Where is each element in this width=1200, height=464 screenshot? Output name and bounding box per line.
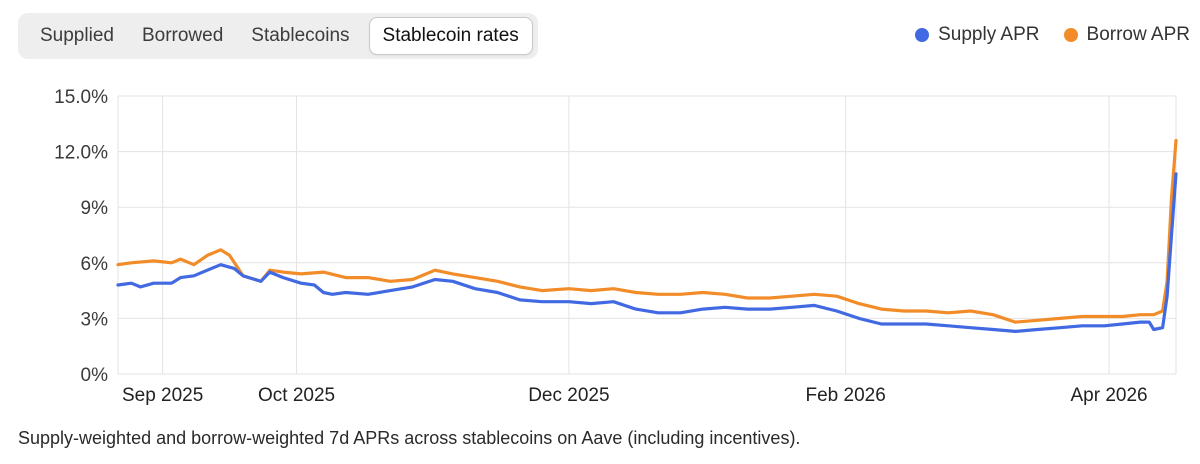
y-tick-label: 6% xyxy=(81,254,109,275)
chart-legend: Supply APR Borrow APR xyxy=(891,24,1190,46)
view-tabs: Supplied Borrowed Stablecoins Stablecoin… xyxy=(18,13,538,59)
tab-borrowed[interactable]: Borrowed xyxy=(141,25,224,46)
series-line-supply-apr xyxy=(116,172,1178,333)
y-tick-label: 12.0% xyxy=(54,143,108,164)
series-line-borrow-apr xyxy=(116,138,1178,324)
chart-caption: Supply-weighted and borrow-weighted 7d A… xyxy=(18,428,801,448)
x-tick-label: Feb 2026 xyxy=(806,385,886,406)
tab-stablecoin-rates[interactable]: Stablecoin rates xyxy=(368,17,533,55)
y-tick-label: 9% xyxy=(81,198,109,219)
y-tick-label: 15.0% xyxy=(54,87,108,108)
line-chart: 15.0% 12.0% 9% 6% 3% 0% Sep 2025 Oct 2025 Dec 20… xyxy=(54,87,1178,406)
legend-dot-borrow xyxy=(1063,28,1078,42)
y-tick-label: 0% xyxy=(81,365,109,386)
x-tick-label: Dec 2025 xyxy=(528,385,609,406)
tab-supplied[interactable]: Supplied xyxy=(40,25,114,46)
tab-stablecoins[interactable]: Stablecoins xyxy=(251,25,350,46)
y-tick-label: 3% xyxy=(81,309,109,330)
legend-label-borrow: Borrow APR xyxy=(1086,24,1190,45)
x-tick-label: Sep 2025 xyxy=(122,385,203,406)
legend-item-supply[interactable]: Supply APR xyxy=(915,24,1040,46)
legend-label-supply: Supply APR xyxy=(938,24,1040,45)
legend-item-borrow[interactable]: Borrow APR xyxy=(1063,24,1190,46)
x-tick-label: Oct 2025 xyxy=(258,385,335,406)
x-tick-label: Apr 2026 xyxy=(1070,385,1147,406)
legend-dot-supply xyxy=(915,28,930,42)
